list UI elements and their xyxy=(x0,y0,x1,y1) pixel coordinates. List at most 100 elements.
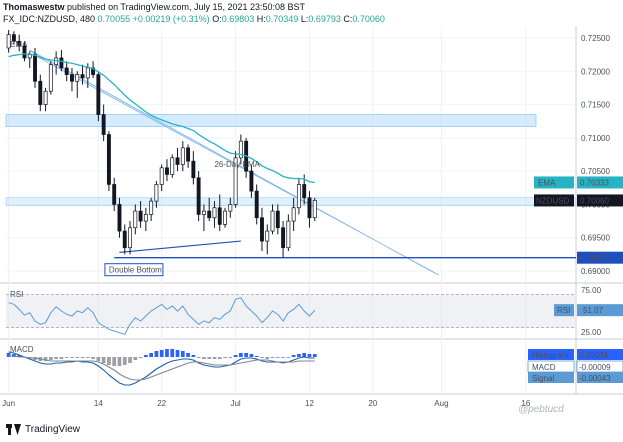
candle-body xyxy=(270,210,275,232)
x-tick-label: 14 xyxy=(94,399,103,408)
macd-histogram-bar xyxy=(133,357,138,360)
macd-histogram-bar xyxy=(297,354,301,357)
candle-body xyxy=(180,147,185,165)
candle-body xyxy=(149,200,154,215)
candle-body xyxy=(165,167,169,175)
support-price-label: 0.69200 xyxy=(580,254,609,263)
macd-histogram-bar xyxy=(144,355,148,357)
ema-annotation: 26-Day EMA xyxy=(214,160,260,169)
rsi-tick-label: 75.00 xyxy=(581,286,602,295)
candle-body xyxy=(217,207,222,225)
macd-histogram-bar xyxy=(244,353,248,357)
candle-body xyxy=(59,57,64,69)
last-price-tag xyxy=(577,194,623,207)
price-tick-label: 0.70500 xyxy=(581,167,610,176)
candle-body xyxy=(260,217,264,242)
candle-body xyxy=(281,227,286,249)
price-tick-label: 0.71000 xyxy=(581,134,610,143)
rsi-pane-label: RSI xyxy=(10,290,23,299)
candle-body xyxy=(33,54,37,82)
macd-histogram-bar xyxy=(80,357,85,358)
candle-body xyxy=(11,34,16,42)
open-value: 0.69803 xyxy=(221,14,255,24)
candle-body xyxy=(175,157,180,165)
last-price: 0.70055 xyxy=(97,14,131,24)
last-price-label: 0.70060 xyxy=(580,196,609,205)
candle-body xyxy=(122,230,127,249)
candle-body xyxy=(64,67,69,75)
candle-body xyxy=(170,157,175,175)
rsi-value-tag xyxy=(577,304,623,317)
macd-histogram-bar xyxy=(6,353,11,357)
double-bottom-box xyxy=(104,263,164,277)
candle-body xyxy=(80,74,85,79)
macd-histogram-bar xyxy=(154,351,159,357)
x-tick-label: 22 xyxy=(157,399,166,408)
macd-pane-label: MACD xyxy=(10,345,34,354)
candle-body xyxy=(48,64,53,92)
candle-body xyxy=(312,200,317,219)
candle-body xyxy=(138,210,143,222)
ema-name-label: EMA xyxy=(538,178,556,187)
candle-body xyxy=(191,160,196,179)
candle-body xyxy=(75,74,80,82)
candle-body xyxy=(133,210,138,229)
candle-body xyxy=(265,230,270,242)
macd-histogram-bar xyxy=(112,357,117,366)
x-tick-label: Jun xyxy=(2,399,15,408)
low-value: 0.69793 xyxy=(308,14,341,24)
candle-body xyxy=(254,190,259,219)
ema-pane-label: EMA xyxy=(10,40,28,49)
candle-body xyxy=(201,210,206,215)
candle-body xyxy=(296,184,301,209)
candle-body xyxy=(275,210,280,229)
candle-body xyxy=(291,207,296,222)
price-tick-label: 0.69500 xyxy=(581,234,610,243)
rsi-name-tag xyxy=(554,304,574,317)
price-tick-label: 0.71500 xyxy=(581,101,610,110)
candle-body xyxy=(286,220,291,249)
candle-body xyxy=(6,34,11,49)
macd-histogram-bar xyxy=(96,357,101,361)
x-tick-label: Jul xyxy=(230,399,240,408)
macd-histogram-bar xyxy=(260,357,264,358)
macd-histogram-bar xyxy=(54,357,58,359)
macd-histogram-bar xyxy=(64,357,69,358)
macd-histogram-bar xyxy=(239,353,243,357)
rsi-tick-label: 25.00 xyxy=(581,328,602,337)
macd-histogram-bar xyxy=(75,357,80,358)
macd-histogram-bar xyxy=(101,357,106,363)
macd-histogram-bar xyxy=(70,357,74,358)
ema-value-tag xyxy=(577,176,623,189)
macd-histogram-bar xyxy=(122,357,127,365)
candle-body xyxy=(159,167,164,185)
histogram-name-label: Histogram xyxy=(532,351,569,360)
candle-body xyxy=(223,210,227,225)
symbol-label: FX_IDC:NZDUSD, 480 xyxy=(3,14,96,24)
macd-histogram-bar xyxy=(17,355,22,357)
macd-histogram-bar xyxy=(91,357,95,359)
macd-histogram-bar xyxy=(43,357,48,361)
x-tick-label: 20 xyxy=(368,399,377,408)
close-label: C: xyxy=(343,14,353,24)
watermark-text: @pebtucd xyxy=(518,404,564,415)
candle-body xyxy=(22,45,27,59)
price-tick-label: 0.72000 xyxy=(581,67,610,76)
ema-line xyxy=(8,53,315,184)
candle-body xyxy=(307,197,312,219)
macd-histogram-bar xyxy=(149,353,153,357)
x-tick-label: 12 xyxy=(305,399,314,408)
macd-histogram-bar xyxy=(233,355,238,357)
high-label: H: xyxy=(256,14,266,24)
histogram-name-tag xyxy=(528,349,574,360)
macd-histogram-bar xyxy=(175,350,180,357)
macd-histogram-bar xyxy=(186,353,190,357)
symbol-name-label: NZDUSD xyxy=(536,196,570,205)
tradingview-footer[interactable]: TradingView xyxy=(6,424,80,435)
candle-body xyxy=(106,134,111,185)
macd-histogram-bar xyxy=(307,354,312,357)
candle-body xyxy=(70,74,74,82)
macd-histogram-bar xyxy=(254,356,259,357)
macd-histogram-bar xyxy=(275,357,280,358)
